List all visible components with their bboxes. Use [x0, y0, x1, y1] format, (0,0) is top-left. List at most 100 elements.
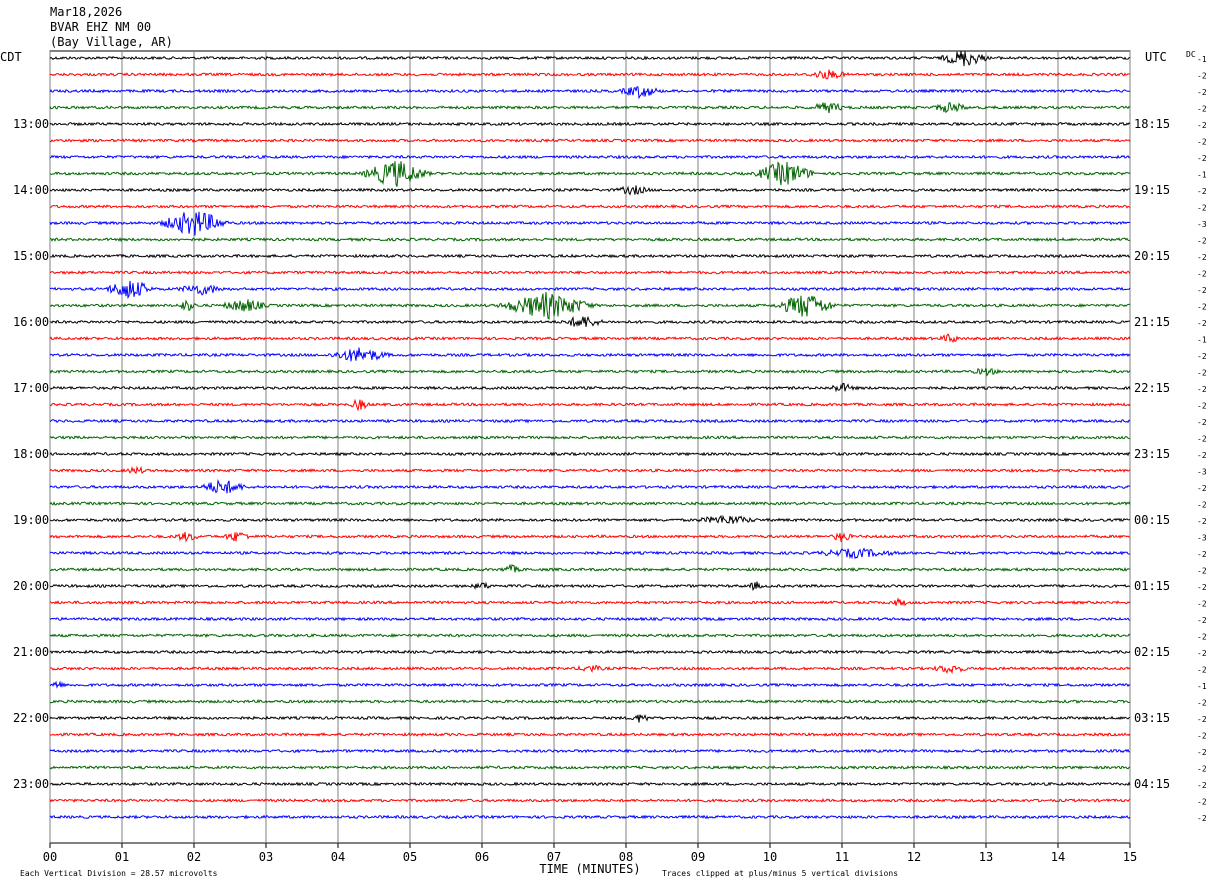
dc-offset-label: -2: [1197, 154, 1207, 163]
dc-offset-label: -2: [1197, 765, 1207, 774]
seismic-trace: [49, 797, 1131, 803]
x-tick-label: 03: [259, 850, 273, 864]
utc-hour-label: 22:15: [1134, 381, 1170, 395]
seismic-trace: [49, 347, 1131, 362]
dc-offset-label: -3: [1197, 534, 1207, 543]
dc-offset-label: -2: [1197, 303, 1207, 312]
seismic-trace: [49, 649, 1131, 655]
x-tick-label: 08: [619, 850, 633, 864]
x-tick-label: 10: [763, 850, 777, 864]
x-tick-label: 09: [691, 850, 705, 864]
dc-offset-label: -2: [1197, 715, 1207, 724]
dc-offset-label: -2: [1197, 253, 1207, 262]
dc-offset-label: -2: [1197, 72, 1207, 81]
cdt-hour-label: 18:00: [13, 447, 49, 461]
seismic-trace: [49, 514, 1131, 524]
dc-offset-label: -2: [1197, 699, 1207, 708]
seismic-trace: [49, 382, 1131, 393]
seismic-trace: [49, 465, 1131, 475]
dc-offset-label: -2: [1197, 798, 1207, 807]
seismic-trace: [49, 185, 1131, 196]
seismic-trace: [49, 451, 1131, 457]
utc-hour-label: 00:15: [1134, 513, 1170, 527]
seismic-trace: [49, 680, 1131, 689]
dc-offset-label: -2: [1197, 484, 1207, 493]
dc-offset-label: -2: [1197, 352, 1207, 361]
seismic-trace: [49, 616, 1131, 622]
dc-offset-label: -2: [1197, 666, 1207, 675]
dc-offset-label: -2: [1197, 451, 1207, 460]
dc-offset-label: -2: [1197, 600, 1207, 609]
seismic-trace: [49, 435, 1131, 440]
dc-offset-label: -2: [1197, 567, 1207, 576]
dc-offset-label: -2: [1197, 319, 1207, 328]
seismic-trace: [49, 291, 1131, 320]
dc-offset-label: -2: [1197, 781, 1207, 790]
utc-hour-label: 01:15: [1134, 579, 1170, 593]
dc-label: DC: [1186, 50, 1196, 59]
dc-offset-label: -1: [1197, 55, 1207, 64]
cdt-hour-label: 20:00: [13, 579, 49, 593]
cdt-hour-label: 17:00: [13, 381, 49, 395]
dc-offset-label: -2: [1197, 187, 1207, 196]
dc-offset-label: -1: [1197, 336, 1207, 345]
seismic-trace: [49, 333, 1131, 344]
utc-hour-label: 18:15: [1134, 117, 1170, 131]
dc-offset-label: -2: [1197, 270, 1207, 279]
dc-offset-label: -2: [1197, 204, 1207, 213]
seismic-trace: [49, 315, 1131, 327]
dc-offset-label: -2: [1197, 550, 1207, 559]
seismic-trace: [49, 236, 1131, 243]
utc-hour-label: 23:15: [1134, 447, 1170, 461]
seismic-trace: [49, 731, 1131, 738]
dc-offset-label: -3: [1197, 220, 1207, 229]
date-label: Mar18,2026: [50, 5, 123, 19]
seismic-trace: [49, 547, 1131, 560]
seismic-trace: [49, 748, 1131, 754]
dc-offset-label: -2: [1197, 402, 1207, 411]
dc-offset-label: -2: [1197, 649, 1207, 658]
dc-offset-label: -2: [1197, 616, 1207, 625]
dc-offset-label: -2: [1197, 237, 1207, 246]
seismic-trace: [49, 418, 1131, 424]
dc-offset-label: -2: [1197, 121, 1207, 130]
x-axis-title: TIME (MINUTES): [539, 862, 640, 876]
dc-offset-label: -2: [1197, 138, 1207, 147]
dc-offset-label: -2: [1197, 369, 1207, 378]
seismic-trace: [49, 398, 1131, 412]
seismic-trace: [49, 781, 1131, 787]
cdt-hour-label: 16:00: [13, 315, 49, 329]
seismic-trace: [49, 632, 1131, 639]
utc-hour-label: 04:15: [1134, 777, 1170, 791]
x-tick-label: 13: [979, 850, 993, 864]
seismic-trace: [49, 478, 1131, 494]
seismic-trace: [49, 161, 1131, 187]
location-label: (Bay Village, AR): [50, 35, 173, 49]
seismic-trace: [49, 699, 1131, 704]
seismic-trace: [49, 203, 1131, 210]
dc-offset-label: -2: [1197, 418, 1207, 427]
seismic-trace: [49, 51, 1131, 67]
x-tick-label: 05: [403, 850, 417, 864]
seismic-trace: [49, 564, 1131, 573]
dc-offset-label: -2: [1197, 732, 1207, 741]
seismic-trace: [49, 664, 1131, 675]
dc-offset-label: -2: [1197, 88, 1207, 97]
clip-note: Traces clipped at plus/minus 5 vertical …: [662, 869, 898, 878]
x-tick-label: 02: [187, 850, 201, 864]
seismic-trace: [49, 280, 1131, 300]
seismic-trace: [49, 500, 1131, 506]
x-tick-label: 12: [907, 850, 921, 864]
cdt-hour-label: 22:00: [13, 711, 49, 725]
utc-hour-label: 02:15: [1134, 645, 1170, 659]
seismic-trace: [49, 102, 1131, 114]
seismic-trace: [49, 367, 1131, 377]
cdt-hour-label: 15:00: [13, 249, 49, 263]
x-tick-label: 00: [43, 850, 57, 864]
time-grid: [49, 50, 1131, 848]
dc-offset-label: -2: [1197, 286, 1207, 295]
utc-hour-label: 21:15: [1134, 315, 1170, 329]
cdt-hour-label: 21:00: [13, 645, 49, 659]
seismic-trace: [49, 814, 1131, 820]
